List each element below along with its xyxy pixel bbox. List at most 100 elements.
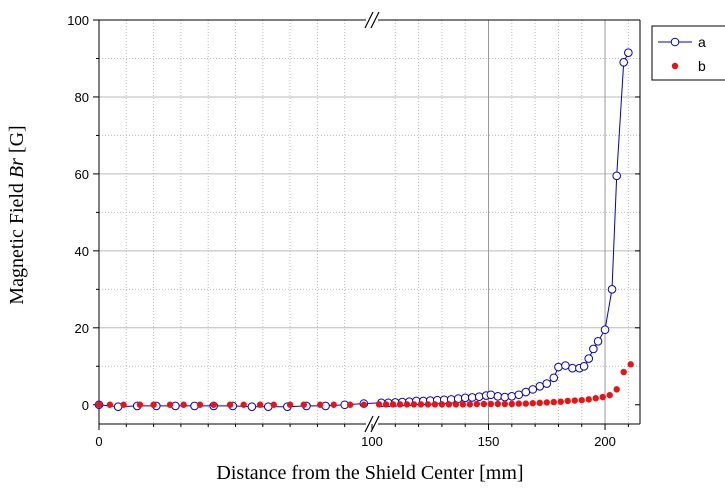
- data-point-a: [507, 391, 517, 401]
- data-point-a: [535, 381, 545, 391]
- y-tick-label: 40: [75, 244, 89, 259]
- data-point-b: [550, 398, 557, 406]
- data-point-a: [486, 390, 496, 400]
- legend: ab: [651, 25, 725, 81]
- data-point-b: [240, 401, 247, 408]
- data-point-b: [627, 361, 634, 368]
- series-layer: [94, 48, 634, 411]
- data-point-b: [417, 401, 425, 408]
- data-point-b: [543, 399, 550, 406]
- axis-break-mark-top: [370, 11, 380, 29]
- data-point-a: [528, 385, 538, 394]
- data-point-b: [196, 401, 204, 408]
- y-tick-label: 80: [75, 90, 89, 105]
- y-axis-title-unit: [G]: [6, 125, 28, 153]
- data-point-b: [150, 401, 157, 408]
- data-point-b: [599, 393, 606, 401]
- y-tick-label: 0: [82, 398, 89, 413]
- y-axis-title-prefix: Magnetic Field: [6, 183, 28, 305]
- data-point-a: [612, 171, 621, 181]
- data-point-a: [493, 391, 503, 401]
- data-point-a: [542, 379, 552, 388]
- data-point-b: [106, 401, 114, 408]
- data-point-a: [474, 392, 484, 401]
- data-point-b: [571, 397, 578, 404]
- legend-label-b: b: [698, 58, 706, 74]
- axis-break-mark-bottom: [364, 415, 374, 433]
- data-point-a: [593, 336, 603, 346]
- data-point-b: [452, 401, 460, 408]
- data-point-b: [270, 401, 277, 408]
- data-point-b: [360, 401, 368, 408]
- data-point-b: [389, 401, 397, 408]
- data-point-b: [445, 401, 453, 408]
- y-tick-label: 100: [67, 13, 89, 28]
- data-point-b: [136, 401, 144, 408]
- data-point-a: [624, 48, 633, 58]
- data-point-a: [514, 390, 524, 400]
- y-tick-label: 60: [75, 167, 89, 182]
- legend-marker-b: [671, 62, 679, 70]
- data-point-b: [508, 400, 516, 408]
- data-point-b: [606, 391, 613, 399]
- data-point-b: [226, 401, 234, 408]
- data-point-b: [120, 401, 127, 408]
- data-point-b: [557, 398, 564, 405]
- data-point-b: [487, 400, 495, 408]
- data-point-b: [431, 401, 439, 408]
- data-point-a: [579, 361, 589, 371]
- data-point-a: [561, 361, 570, 370]
- data-point-b: [459, 401, 467, 408]
- series-line-a: [98, 52, 629, 408]
- data-point-b: [95, 401, 103, 408]
- data-point-b: [210, 401, 217, 408]
- data-point-b: [473, 400, 481, 408]
- data-point-b: [330, 401, 337, 408]
- data-point-a: [584, 354, 594, 363]
- data-point-a: [460, 393, 470, 403]
- data-point-b: [480, 400, 488, 408]
- data-point-b: [578, 396, 585, 404]
- data-point-a: [247, 402, 257, 411]
- data-point-a: [607, 285, 617, 294]
- data-point-a: [600, 325, 610, 335]
- grid: [99, 20, 640, 424]
- data-point-b: [316, 401, 324, 408]
- data-point-b: [466, 401, 474, 408]
- data-point-a: [521, 387, 531, 397]
- axis-break-mark-top: [364, 11, 374, 29]
- y-axis-title-symbol: Br: [6, 158, 28, 178]
- data-point-a: [619, 58, 628, 67]
- data-point-b: [564, 397, 571, 405]
- data-point-b: [613, 386, 620, 393]
- data-point-b: [256, 401, 264, 408]
- data-point-b: [300, 401, 307, 408]
- axes: 0 20 40 60 80 100 0 100 150 200: [67, 11, 641, 449]
- data-point-b: [375, 401, 383, 408]
- data-point-b: [346, 401, 354, 408]
- data-point-a: [568, 363, 577, 373]
- data-point-b: [166, 401, 174, 408]
- data-point-b: [438, 401, 446, 408]
- data-point-b: [396, 401, 404, 408]
- data-point-b: [522, 400, 530, 407]
- x-tick-label: 100: [361, 434, 383, 449]
- x-tick-label: 150: [478, 434, 500, 449]
- data-point-b: [424, 401, 432, 408]
- data-point-b: [529, 400, 536, 407]
- x-tick-label: 0: [95, 434, 102, 449]
- data-point-b: [585, 396, 592, 403]
- data-point-a: [554, 362, 563, 372]
- data-point-b: [410, 401, 418, 408]
- data-point-b: [501, 400, 509, 408]
- data-point-b: [494, 400, 502, 408]
- data-point-b: [382, 401, 390, 408]
- legend-marker-a: [670, 37, 680, 47]
- x-tick-label: 200: [594, 434, 616, 449]
- y-tick-label: 20: [75, 321, 89, 336]
- legend-label-a: a: [698, 34, 706, 50]
- y-axis-title: Magnetic Field Br [G]: [6, 125, 28, 304]
- data-point-b: [403, 401, 411, 408]
- data-point-b: [536, 399, 543, 407]
